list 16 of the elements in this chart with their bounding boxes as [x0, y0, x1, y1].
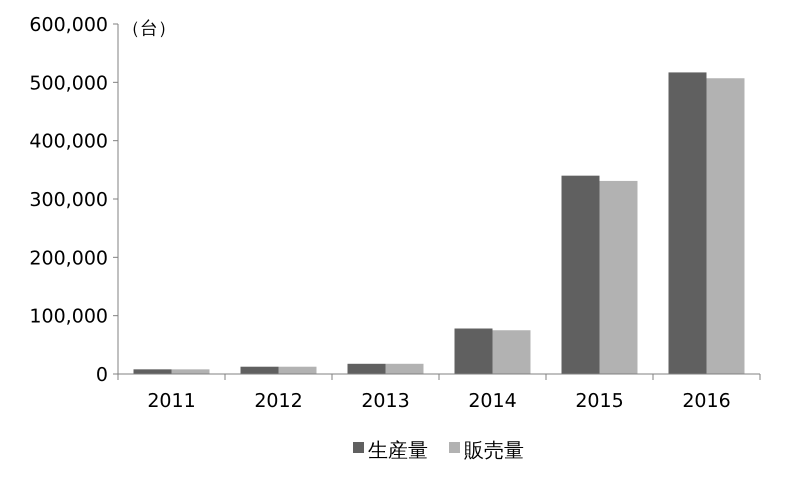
y-tick-label: 200,000: [29, 247, 108, 270]
x-tick-label: 2014: [468, 390, 517, 412]
y-tick-label: 400,000: [29, 130, 108, 153]
y-tick-label: 100,000: [29, 306, 108, 328]
x-tick-label: 2011: [147, 390, 196, 412]
y-tick-label: 500,000: [29, 72, 108, 94]
legend-label: 販売量: [464, 438, 524, 462]
x-tick-label: 2016: [682, 390, 731, 412]
x-tick-label: 2012: [254, 390, 303, 412]
x-tick-label: 2015: [575, 390, 624, 412]
y-tick-label: 0: [96, 364, 108, 386]
y-tick-label: 600,000: [29, 14, 108, 36]
x-tick-label: 2013: [361, 390, 410, 412]
y-axis-title: （台）: [122, 18, 176, 39]
legend-label: 生産量: [368, 438, 428, 462]
y-tick-label: 300,000: [29, 189, 108, 211]
